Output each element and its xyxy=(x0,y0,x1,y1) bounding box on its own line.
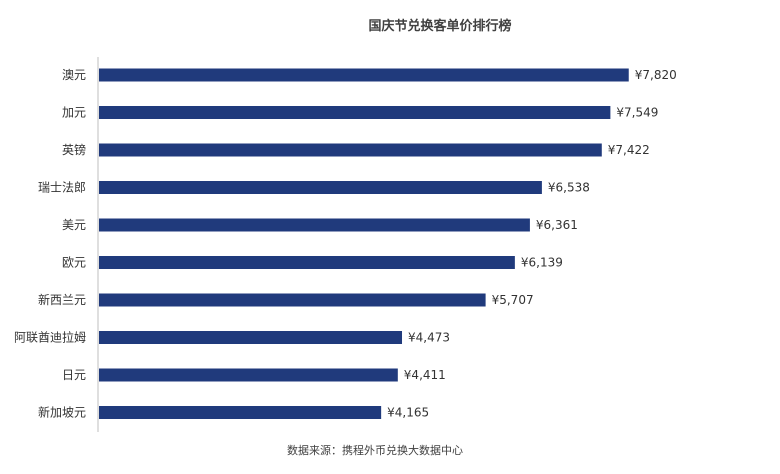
bar xyxy=(99,331,403,344)
bar xyxy=(99,68,629,82)
value-label: ¥6,538 xyxy=(548,181,590,195)
category-label: 日元 xyxy=(62,368,86,382)
category-label: 英镑 xyxy=(62,142,86,157)
bar xyxy=(99,406,382,419)
value-label: ¥7,422 xyxy=(608,143,650,157)
chart-title: 国庆节兑换客单价排行榜 xyxy=(368,18,511,34)
data-source-note: 数据来源：携程外币兑换大数据中心 xyxy=(287,443,463,457)
value-label: ¥4,411 xyxy=(404,368,446,382)
category-label: 澳元 xyxy=(62,68,86,82)
bar xyxy=(99,368,398,382)
category-label: 美元 xyxy=(62,218,86,232)
bar xyxy=(99,293,486,307)
value-label: ¥7,820 xyxy=(635,68,677,82)
category-label: 欧元 xyxy=(62,256,86,270)
bar xyxy=(99,181,542,194)
bar xyxy=(99,106,611,119)
bar xyxy=(99,218,530,232)
category-label: 新西兰元 xyxy=(38,292,86,307)
bars-group: 澳元 ¥7,820 加元 ¥7,549 英镑 ¥7,422 瑞士法郎 ¥6,538 美元 ¥6,3… xyxy=(14,68,677,420)
value-label: ¥6,139 xyxy=(521,256,563,270)
value-label: ¥7,549 xyxy=(616,106,658,120)
category-label: 阿联酋迪拉姆 xyxy=(14,330,86,345)
value-label: ¥4,473 xyxy=(408,331,450,345)
value-label: ¥4,165 xyxy=(387,406,429,420)
category-label: 加元 xyxy=(62,106,86,120)
bar xyxy=(99,143,602,157)
value-label: ¥6,361 xyxy=(536,218,578,232)
value-label: ¥5,707 xyxy=(492,293,534,307)
category-label: 新加坡元 xyxy=(38,405,86,420)
category-label: 瑞士法郎 xyxy=(38,181,86,195)
bar xyxy=(99,256,515,269)
